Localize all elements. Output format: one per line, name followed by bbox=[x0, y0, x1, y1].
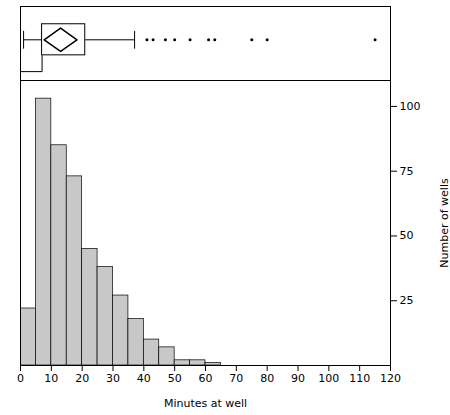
svg-text:110: 110 bbox=[349, 372, 370, 385]
svg-text:Minutes at well: Minutes at well bbox=[164, 397, 247, 410]
svg-text:100: 100 bbox=[400, 100, 421, 113]
svg-text:0: 0 bbox=[17, 372, 24, 385]
svg-text:20: 20 bbox=[75, 372, 89, 385]
svg-text:50: 50 bbox=[168, 372, 182, 385]
svg-text:75: 75 bbox=[400, 165, 414, 178]
svg-text:40: 40 bbox=[137, 372, 151, 385]
svg-text:80: 80 bbox=[260, 372, 274, 385]
svg-text:10: 10 bbox=[44, 372, 58, 385]
svg-text:70: 70 bbox=[229, 372, 243, 385]
svg-text:50: 50 bbox=[400, 229, 414, 242]
svg-text:60: 60 bbox=[199, 372, 213, 385]
svg-text:100: 100 bbox=[318, 372, 339, 385]
svg-text:120: 120 bbox=[380, 372, 401, 385]
svg-text:25: 25 bbox=[400, 294, 414, 307]
svg-text:90: 90 bbox=[291, 372, 305, 385]
svg-text:30: 30 bbox=[106, 372, 120, 385]
svg-text:Number of wells: Number of wells bbox=[438, 178, 450, 268]
